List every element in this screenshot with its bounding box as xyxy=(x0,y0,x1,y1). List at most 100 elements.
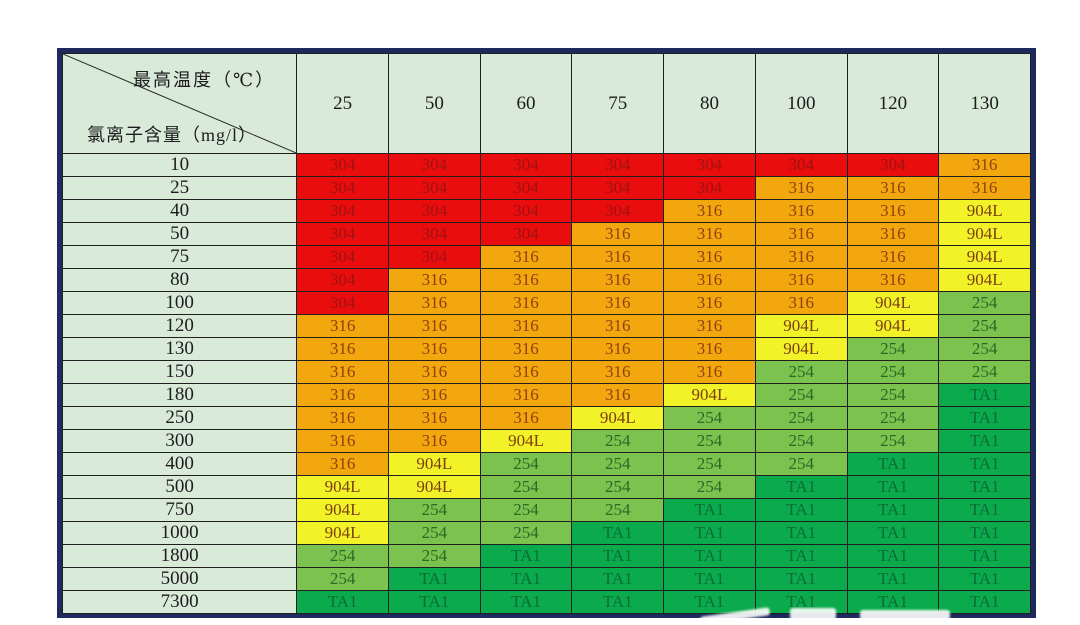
material-cell: 316 xyxy=(663,268,756,292)
material-cell: 304 xyxy=(387,153,481,177)
material-cell: 904L xyxy=(754,314,848,338)
material-cell: TA1 xyxy=(938,452,1031,476)
chloride-row-header: 1000 xyxy=(61,521,298,545)
material-cell: 316 xyxy=(663,199,756,223)
material-cell: 316 xyxy=(663,360,756,384)
material-cell: 304 xyxy=(571,153,665,177)
chloride-row-header: 10 xyxy=(61,153,298,177)
temperature-column-header: 120 xyxy=(846,53,940,154)
material-cell: 254 xyxy=(846,383,940,407)
material-cell: 254 xyxy=(571,429,665,453)
material-cell: TA1 xyxy=(846,498,940,522)
material-cell: 254 xyxy=(663,429,756,453)
material-cell: 316 xyxy=(846,199,940,223)
material-cell: TA1 xyxy=(938,590,1031,614)
material-cell: 316 xyxy=(479,314,573,338)
table-row: 1000 904L 254 254 TA1 TA1 TA1 TA1 TA1 xyxy=(61,521,1031,545)
temperature-column-header: 50 xyxy=(387,53,481,154)
material-cell: 254 xyxy=(571,475,665,499)
material-cell: TA1 xyxy=(938,544,1031,568)
material-cell: 254 xyxy=(846,429,940,453)
material-cell: TA1 xyxy=(387,567,481,591)
material-cell: 316 xyxy=(387,383,481,407)
material-cell: 304 xyxy=(479,222,573,246)
material-cell: 254 xyxy=(938,337,1031,361)
material-cell: 254 xyxy=(663,475,756,499)
material-cell: 904L xyxy=(387,475,481,499)
watermark-fragment xyxy=(860,610,950,620)
material-cell: TA1 xyxy=(663,567,756,591)
material-cell: 904L xyxy=(663,383,756,407)
material-cell: 316 xyxy=(571,268,665,292)
material-cell: TA1 xyxy=(663,544,756,568)
material-cell: TA1 xyxy=(938,475,1031,499)
temperature-column-header: 75 xyxy=(571,53,665,154)
material-cell: 316 xyxy=(754,199,848,223)
material-selection-table-frame: 最高温度（℃） 氯离子含量（mg/l） 25 50 60 75 80 100 120 130 … xyxy=(57,48,1036,618)
chloride-row-header: 150 xyxy=(61,360,298,384)
chloride-row-header: 5000 xyxy=(61,567,298,591)
material-cell: 254 xyxy=(754,429,848,453)
material-cell: TA1 xyxy=(754,567,848,591)
material-cell: 904L xyxy=(938,245,1031,269)
material-cell: 316 xyxy=(479,337,573,361)
material-cell: 904L xyxy=(846,291,940,315)
material-cell: 316 xyxy=(571,360,665,384)
watermark-fragment xyxy=(790,608,836,620)
material-cell: 316 xyxy=(296,429,389,453)
material-cell: 254 xyxy=(387,498,481,522)
material-cell: 316 xyxy=(754,222,848,246)
material-cell: TA1 xyxy=(754,521,848,545)
table-row: 1800 254 254 TA1 TA1 TA1 TA1 TA1 TA1 xyxy=(61,544,1031,568)
table-row: 5000 254 TA1 TA1 TA1 TA1 TA1 TA1 TA1 xyxy=(61,567,1031,591)
material-cell: TA1 xyxy=(663,590,756,614)
material-cell: 316 xyxy=(296,406,389,430)
column-header-row: 最高温度（℃） 氯离子含量（mg/l） 25 50 60 75 80 100 120 130 xyxy=(61,53,1031,154)
material-cell: 316 xyxy=(663,245,756,269)
material-cell: 316 xyxy=(387,429,481,453)
material-cell: TA1 xyxy=(296,590,389,614)
material-cell: 304 xyxy=(296,176,389,200)
chloride-row-header: 130 xyxy=(61,337,298,361)
material-cell: TA1 xyxy=(846,521,940,545)
material-cell: TA1 xyxy=(387,590,481,614)
chloride-row-header: 250 xyxy=(61,406,298,430)
material-cell: 316 xyxy=(387,268,481,292)
material-cell: 316 xyxy=(296,337,389,361)
material-cell: 254 xyxy=(754,452,848,476)
material-cell: 304 xyxy=(479,199,573,223)
table-row: 750 904L 254 254 254 TA1 TA1 TA1 TA1 xyxy=(61,498,1031,522)
table-row: 10 304 304 304 304 304 304 304 316 xyxy=(61,153,1031,177)
table-row: 120 316 316 316 316 316 904L 904L 254 xyxy=(61,314,1031,338)
material-cell: 316 xyxy=(571,383,665,407)
material-cell: TA1 xyxy=(938,429,1031,453)
material-cell: TA1 xyxy=(571,567,665,591)
material-cell: 316 xyxy=(479,383,573,407)
material-cell: 316 xyxy=(479,406,573,430)
material-cell: 316 xyxy=(296,383,389,407)
chloride-row-header: 400 xyxy=(61,452,298,476)
corner-header-cell: 最高温度（℃） 氯离子含量（mg/l） xyxy=(61,53,298,154)
material-cell: 904L xyxy=(938,199,1031,223)
material-cell: TA1 xyxy=(663,498,756,522)
material-cell: TA1 xyxy=(938,406,1031,430)
table-body: 10 304 304 304 304 304 304 304 316 25 304 304 304 304… xyxy=(61,153,1031,614)
table-row: 400 316 904L 254 254 254 254 TA1 TA1 xyxy=(61,452,1031,476)
table-row: 300 316 316 904L 254 254 254 254 TA1 xyxy=(61,429,1031,453)
material-cell: 304 xyxy=(296,268,389,292)
material-cell: TA1 xyxy=(938,521,1031,545)
material-cell: 254 xyxy=(846,406,940,430)
table-row: 80 304 316 316 316 316 316 316 904L xyxy=(61,268,1031,292)
material-cell: 304 xyxy=(479,153,573,177)
material-cell: 254 xyxy=(387,544,481,568)
table-row: 40 304 304 304 304 316 316 316 904L xyxy=(61,199,1031,223)
material-cell: 254 xyxy=(663,406,756,430)
material-cell: 316 xyxy=(846,176,940,200)
material-cell: 316 xyxy=(387,360,481,384)
material-cell: 254 xyxy=(479,498,573,522)
chloride-row-header: 750 xyxy=(61,498,298,522)
material-cell: 254 xyxy=(846,337,940,361)
material-cell: 316 xyxy=(571,291,665,315)
material-cell: 316 xyxy=(296,314,389,338)
material-cell: 254 xyxy=(938,314,1031,338)
